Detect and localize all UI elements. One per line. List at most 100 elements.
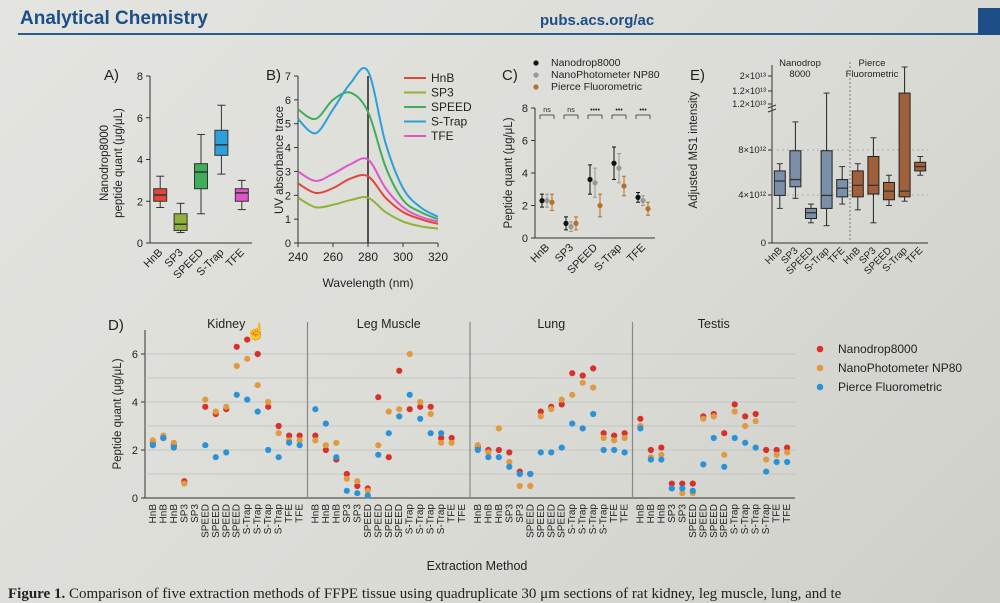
panel-d-point-3-Nanodrop8000: [721, 430, 728, 437]
panel-d-point-0-Nanodrop8000: [275, 422, 282, 430]
panel-d-xtick-label: HnB: [321, 504, 332, 524]
panel-d-ytick-label: 0: [132, 493, 138, 505]
panel-b-series-SP3: [297, 196, 439, 230]
panel-d-point-1-NanoPhotometer NP80: [438, 439, 445, 446]
panel-d-point-0-Nanodrop8000: [286, 432, 293, 439]
panel-d-point-0-NanoPhotometer NP80: [181, 480, 188, 487]
panel-b-label: B): [266, 67, 281, 84]
panel-d-point-1-Nanodrop8000: [375, 394, 382, 401]
panel-d-point-3-Nanodrop8000: [742, 413, 749, 420]
panel-d-point-2-NanoPhotometer NP80: [548, 406, 555, 413]
panel-d-point-1-Pierce Fluorometric: [312, 406, 319, 413]
panel-d-xtick-label: SPEED: [719, 504, 730, 538]
panel-d-point-3-NanoPhotometer NP80: [731, 408, 738, 415]
panel-d-point-1-NanoPhotometer NP80: [354, 478, 361, 485]
panel-d-point-3-Pierce Fluorometric: [784, 458, 791, 466]
panel-b-series-HnB: [297, 173, 439, 225]
panel-d-xtick-label: S-Trap: [740, 504, 751, 535]
panel-d-point-2-Pierce Fluorometric: [600, 446, 607, 454]
panel-d-point-3-Pierce Fluorometric: [721, 463, 728, 470]
panel-d-label: D): [108, 317, 124, 334]
panel-d-point-1-Pierce Fluorometric: [322, 420, 329, 427]
panel-d-xtick-label: S-Trap: [588, 504, 599, 535]
panel-d-point-1-Pierce Fluorometric: [354, 490, 361, 497]
panel-d-legend-marker-2: [816, 383, 824, 391]
panel-e-ytick-label: 1.2×10¹³: [732, 86, 766, 96]
panel-c-legend-label-1: NanoPhotometer NP80: [551, 69, 660, 81]
panel-c-point-SP3: [568, 224, 574, 230]
header-corner-mark: [978, 8, 1000, 35]
panel-e-group-pierce-line-1: Fluorometric: [846, 69, 899, 80]
panel-d-ytick-label: 4: [132, 397, 138, 409]
panel-e-box-3: [820, 150, 833, 209]
panel-d-xtick-label: HnB: [646, 504, 657, 524]
panel-d-point-2-Pierce Fluorometric: [537, 449, 544, 456]
caption-text: Comparison of five extraction methods of…: [68, 586, 842, 602]
panel-d-xtick-label: SPEED: [546, 504, 557, 538]
panel-d-point-2-NanoPhotometer NP80: [474, 442, 481, 449]
panel-d-point-2-NanoPhotometer NP80: [506, 458, 513, 466]
panel-d-point-2-Nanodrop8000: [590, 365, 597, 372]
panel-c-ylabel: Peptide quant (μg/μL): [503, 117, 515, 228]
panel-d-point-0-Pierce Fluorometric: [286, 439, 293, 446]
panel-d-point-0-Pierce Fluorometric: [223, 449, 230, 456]
panel-c-point-HnB: [549, 199, 555, 205]
panel-d-xtick-label: SPEED: [525, 504, 536, 538]
panel-d-point-0-Nanodrop8000: [296, 432, 303, 439]
panel-d-xtick-label: SP3: [190, 504, 201, 523]
panel-c-legend-marker-2: [533, 84, 539, 90]
panel-d-point-1-Pierce Fluorometric: [417, 415, 424, 422]
panel-a-ytick-label: 0: [137, 238, 143, 250]
panel-d-xtick-label: SPEED: [373, 504, 384, 538]
panel-d-point-1-NanoPhotometer NP80: [385, 408, 392, 415]
panel-d-xtick-label: HnB: [148, 504, 159, 524]
panel-a-ytick-label: 4: [137, 155, 143, 167]
panel-d-xtick-label: TFE: [457, 504, 468, 523]
panel-d-legend-label-2: Pierce Fluorometric: [838, 380, 942, 394]
panel-d-point-3-Pierce Fluorometric: [689, 487, 696, 494]
panel-d-point-3-Pierce Fluorometric: [752, 444, 759, 451]
panel-b-ytick-label: 6: [285, 95, 291, 107]
panel-d-point-2-Nanodrop8000: [558, 401, 565, 408]
panel-d-xtick-label: S-Trap: [578, 504, 589, 535]
panel-d-point-2-Nanodrop8000: [537, 408, 544, 415]
panel-b-series-TFE: [297, 157, 439, 223]
panel-d-point-2-Pierce Fluorometric: [611, 446, 618, 454]
panel-d-point-2-Pierce Fluorometric: [527, 470, 534, 478]
panel-c-sig-label-SPEED: ••••: [590, 107, 600, 114]
panel-d-xtick-label: TFE: [447, 504, 458, 523]
panel-c-point-S-Trap: [621, 183, 627, 189]
panel-d-xtick-label: HnB: [483, 504, 494, 524]
panel-d-ylabel: Peptide quant (μg/μL): [112, 358, 124, 469]
panel-d-point-1-Pierce Fluorometric: [406, 391, 413, 398]
panel-c-point-S-Trap: [616, 165, 622, 171]
panel-d-point-0-NanoPhotometer NP80: [233, 362, 240, 370]
panel-b-legend-label-S-Trap: S-Trap: [431, 115, 468, 129]
panel-d-point-0-NanoPhotometer NP80: [244, 355, 251, 362]
panel-d-point-3-NanoPhotometer NP80: [710, 413, 717, 420]
panel-d-point-2-Pierce Fluorometric: [569, 420, 576, 427]
panel-d-point-2-Nanodrop8000: [579, 372, 586, 379]
panel-d-point-2-Pierce Fluorometric: [548, 449, 555, 456]
panel-d-xtick-label: SPEED: [536, 504, 547, 538]
panel-d-point-3-Pierce Fluorometric: [773, 458, 780, 466]
panel-d-xtick-label: TFE: [295, 504, 306, 523]
panel-d-point-0-Pierce Fluorometric: [170, 444, 177, 451]
panel-d-xtick-label: S-Trap: [761, 504, 772, 535]
panel-d-point-0-Pierce Fluorometric: [233, 391, 240, 398]
panel-d-point-3-NanoPhotometer NP80: [700, 415, 707, 422]
journal-url[interactable]: pubs.acs.org/ac: [540, 12, 655, 29]
panel-d-point-1-Nanodrop8000: [354, 482, 361, 490]
panel-e-box-1: [789, 150, 802, 188]
panel-d-legend-label-0: Nanodrop8000: [838, 342, 918, 356]
panel-d-point-1-NanoPhotometer NP80: [364, 487, 371, 494]
panel-d-xtick-label: S-Trap: [599, 504, 610, 535]
panel-b-ytick-label: 4: [285, 143, 291, 155]
panel-d-xtick-label: HnB: [331, 504, 342, 524]
panel-d-point-3-Pierce Fluorometric: [679, 485, 686, 492]
panel-d-xtick-label: SP3: [504, 504, 515, 523]
panel-d-point-3-NanoPhotometer NP80: [763, 456, 770, 463]
panel-d-point-1-Nanodrop8000: [448, 434, 455, 442]
panel-b-ylabel: UV absorbance trace: [274, 106, 286, 214]
panel-b-ytick-label: 7: [285, 71, 291, 83]
